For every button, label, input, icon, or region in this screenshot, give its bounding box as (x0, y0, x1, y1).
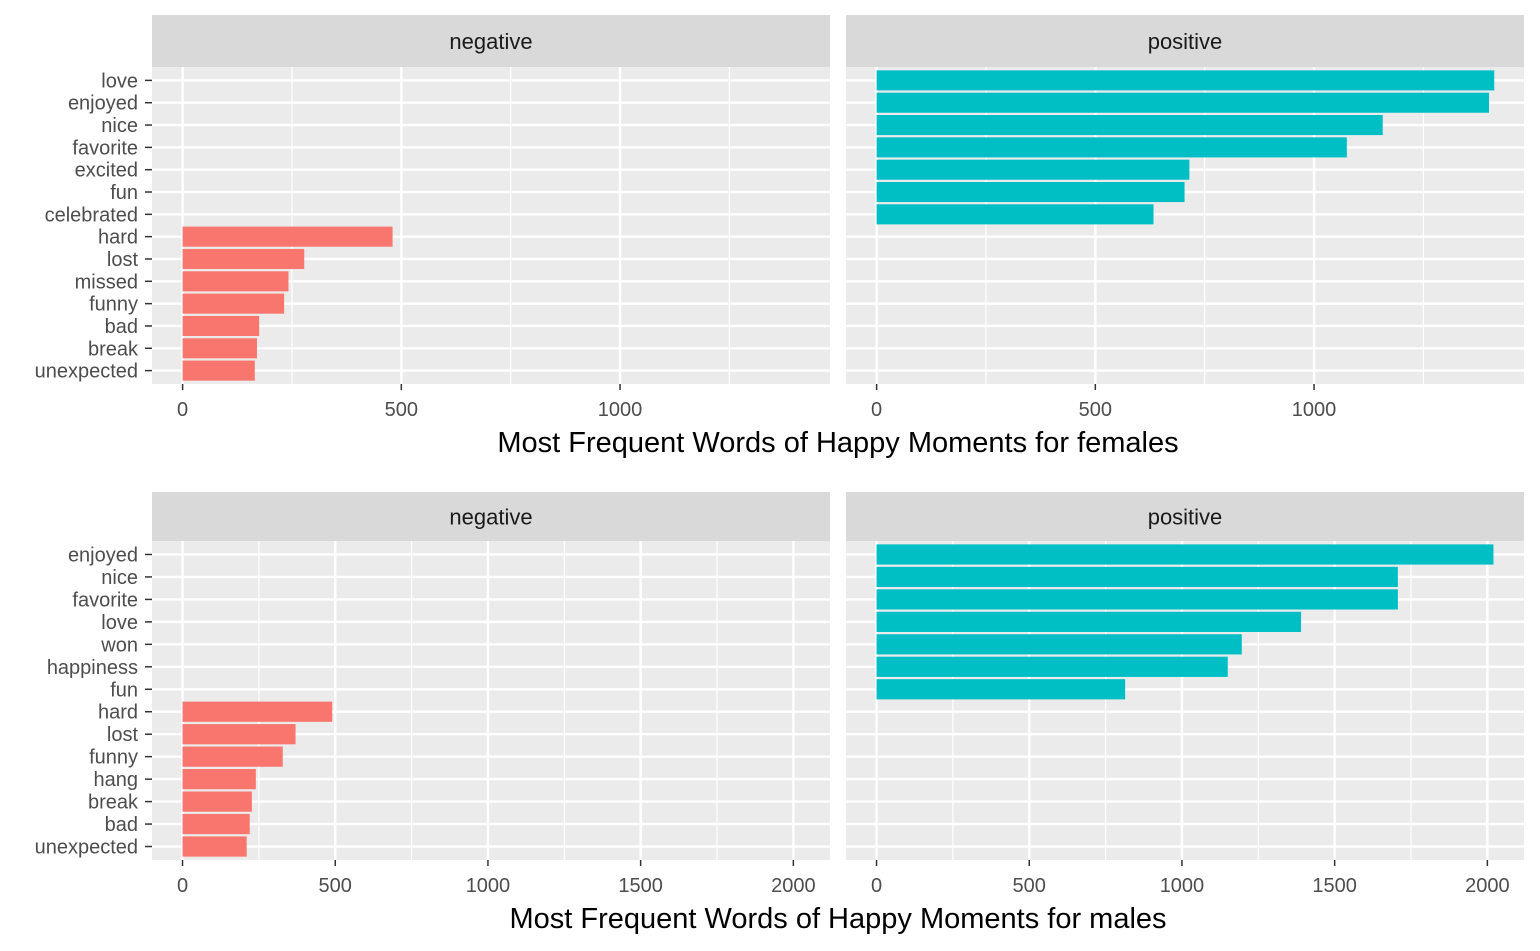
bar-positive-nice[interactable] (876, 114, 1383, 136)
facet-strip (152, 15, 830, 67)
panel-background (846, 67, 1524, 384)
y-tick-label: enjoyed (68, 93, 138, 115)
y-tick-label: bad (105, 316, 138, 338)
y-tick-label: bad (105, 814, 138, 836)
y-tick-label: love (101, 70, 138, 92)
x-tick-label: 1500 (618, 875, 663, 897)
bar-positive-happiness[interactable] (876, 656, 1228, 677)
y-tick-label: fun (110, 182, 138, 204)
y-tick-label: funny (89, 747, 138, 769)
y-tick-label: nice (101, 115, 138, 137)
bar-positive-excited[interactable] (876, 159, 1190, 180)
bar-negative-lost[interactable] (182, 724, 296, 745)
y-tick-label: happiness (47, 657, 138, 679)
bar-positive-enjoyed[interactable] (876, 92, 1490, 113)
bar-positive-love[interactable] (876, 611, 1302, 632)
x-tick-label: 1000 (466, 875, 511, 897)
x-tick-label: 0 (871, 399, 882, 421)
x-tick-label: 2000 (1465, 875, 1510, 897)
y-tick-label: favorite (72, 137, 138, 159)
bar-positive-nice[interactable] (876, 566, 1398, 588)
bar-negative-lost[interactable] (182, 248, 305, 270)
bar-positive-favorite[interactable] (876, 589, 1398, 610)
facet-strip (846, 15, 1524, 67)
y-tick-label: fun (110, 679, 138, 701)
facet-strip-label: negative (449, 505, 532, 530)
y-tick-label: celebrated (45, 204, 138, 226)
facet-strip-label: negative (449, 29, 532, 54)
x-tick-label: 500 (319, 875, 352, 897)
x-tick-label: 0 (177, 399, 188, 421)
y-tick-label: funny (89, 294, 138, 316)
bar-negative-funny[interactable] (182, 293, 285, 314)
bar-negative-break[interactable] (182, 791, 252, 812)
x-tick-label: 500 (1013, 875, 1046, 897)
y-tick-label: enjoyed (68, 544, 138, 566)
bar-negative-funny[interactable] (182, 746, 283, 767)
facet-strip-label: positive (1148, 505, 1223, 530)
bar-negative-hang[interactable] (182, 769, 256, 790)
bar-positive-fun[interactable] (876, 181, 1185, 203)
x-tick-label: 1000 (1160, 875, 1205, 897)
y-tick-label: lost (107, 724, 139, 746)
y-tick-label: break (88, 792, 139, 814)
bar-negative-hard[interactable] (182, 226, 393, 247)
y-tick-label: hang (94, 769, 139, 791)
bar-negative-missed[interactable] (182, 271, 289, 292)
x-tick-label: 2000 (771, 875, 816, 897)
bar-positive-won[interactable] (876, 634, 1242, 655)
y-tick-label: unexpected (35, 361, 138, 383)
panel-background (152, 67, 830, 384)
bar-negative-unexpected[interactable] (182, 836, 247, 857)
y-tick-label: hard (98, 227, 138, 249)
y-tick-label: missed (75, 271, 138, 293)
bar-negative-hard[interactable] (182, 701, 333, 722)
x-tick-label: 500 (385, 399, 418, 421)
bar-negative-bad[interactable] (182, 315, 260, 337)
y-tick-label: love (101, 612, 138, 634)
panel-background (846, 541, 1524, 860)
bar-negative-break[interactable] (182, 338, 257, 359)
x-tick-label: 0 (177, 875, 188, 897)
y-tick-label: unexpected (35, 837, 138, 859)
bar-negative-unexpected[interactable] (182, 360, 255, 381)
panel-background (152, 541, 830, 860)
bar-positive-celebrated[interactable] (876, 204, 1154, 225)
x-tick-label: 1000 (1292, 399, 1337, 421)
y-tick-label: favorite (72, 589, 138, 611)
x-axis-title: Most Frequent Words of Happy Moments for… (497, 427, 1178, 459)
bar-positive-fun[interactable] (876, 679, 1126, 700)
x-tick-label: 500 (1079, 399, 1112, 421)
facet-strip (152, 492, 830, 541)
y-tick-label: nice (101, 567, 138, 589)
x-tick-label: 1000 (598, 399, 643, 421)
y-tick-label: hard (98, 702, 138, 724)
bar-positive-favorite[interactable] (876, 137, 1347, 158)
bar-negative-bad[interactable] (182, 813, 250, 835)
x-tick-label: 1500 (1312, 875, 1357, 897)
facet-strip (846, 492, 1524, 541)
y-tick-label: break (88, 338, 139, 360)
x-axis-title: Most Frequent Words of Happy Moments for… (509, 903, 1166, 935)
y-tick-label: lost (107, 249, 139, 271)
bar-positive-love[interactable] (876, 70, 1495, 91)
facet-strip-label: positive (1148, 29, 1223, 54)
x-tick-label: 0 (871, 875, 882, 897)
y-tick-label: won (100, 634, 138, 656)
bar-positive-enjoyed[interactable] (876, 544, 1494, 565)
y-tick-label: excited (75, 160, 138, 182)
